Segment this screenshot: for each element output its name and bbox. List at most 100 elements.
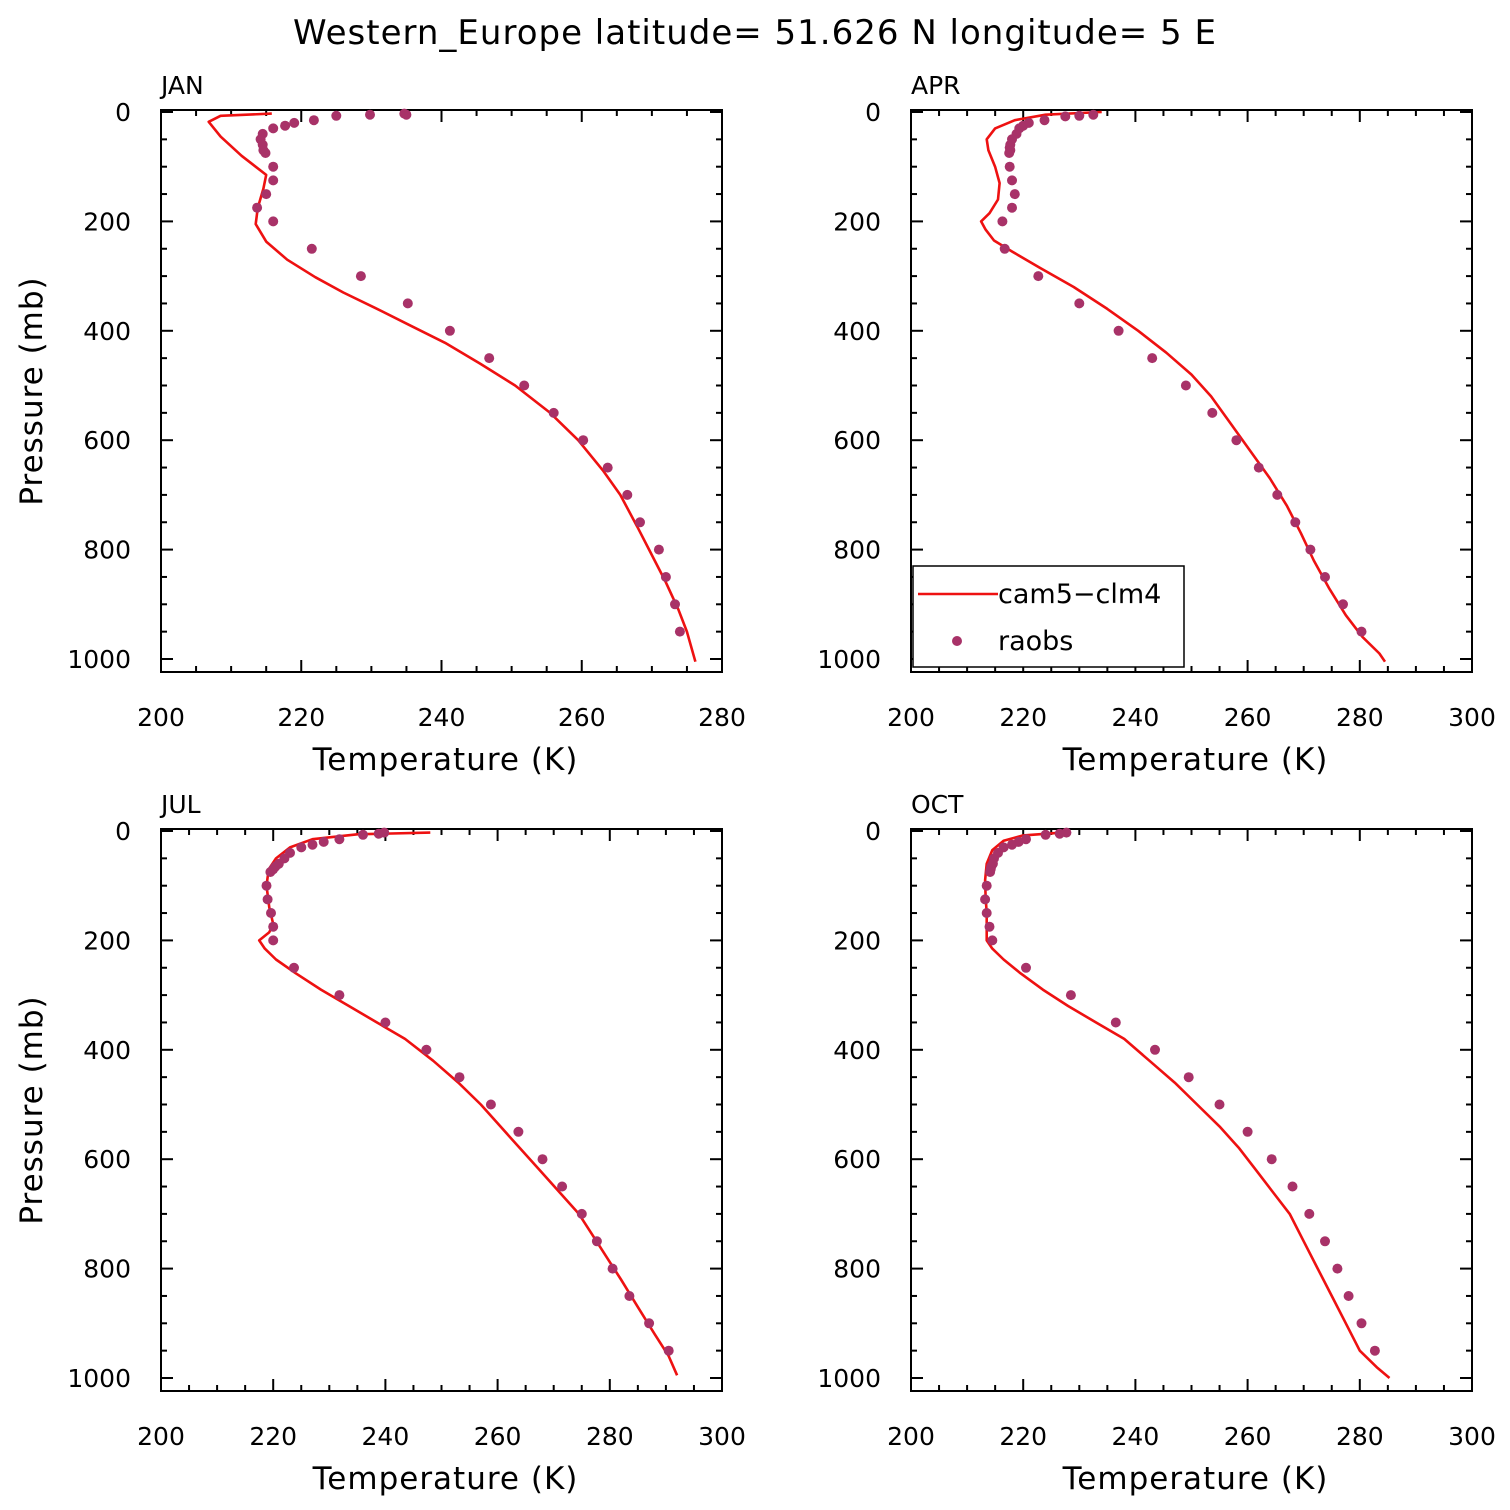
raobs-point [444, 325, 455, 336]
raobs-point [999, 243, 1010, 254]
panel-label: JUL [159, 790, 201, 819]
raobs-point [268, 216, 279, 227]
raobs-point [268, 161, 279, 172]
panels: JAN 200 220 240 260 280 0 200 400 600 800 1000 Tempe… [14, 71, 1496, 1497]
x-tick-label: 280 [1336, 1422, 1384, 1451]
raobs-point [1007, 175, 1017, 186]
raobs-point [1332, 1263, 1343, 1274]
raobs-point [262, 894, 273, 905]
x-tick-label: 220 [999, 703, 1047, 732]
x-axis-label: Temperature (K) [1062, 1461, 1329, 1497]
raobs-point [1320, 1236, 1330, 1247]
x-tick-label: 200 [137, 1422, 185, 1451]
legend-box [912, 565, 1185, 668]
raobs-point [1004, 148, 1015, 158]
figure-title: Western_Europe latitude= 51.626 N longit… [293, 13, 1217, 53]
raobs-point [987, 935, 998, 946]
raobs-point [622, 489, 633, 500]
raobs-point [981, 908, 992, 918]
raobs-point [1060, 111, 1071, 122]
y-axis-label: Pressure (mb) [14, 995, 50, 1224]
raobs-point [1369, 1345, 1380, 1356]
y-tick-label: 200 [833, 926, 881, 955]
raobs-point [537, 1154, 548, 1165]
y-tick-label: 200 [833, 207, 881, 236]
panel-jan: JAN 200 220 240 260 280 0 200 400 600 800 1000 Tempe… [14, 71, 746, 778]
raobs-point [1088, 109, 1099, 120]
x-tick-label: 280 [698, 703, 746, 732]
raobs-point [1040, 829, 1051, 840]
raobs-point [984, 921, 995, 932]
x-tick-label: 240 [362, 1422, 410, 1451]
raobs-point [268, 175, 279, 186]
y-tick-label: 0 [865, 98, 881, 127]
y-tick-label: 600 [83, 426, 131, 455]
raobs-point [1343, 1291, 1354, 1301]
raobs-point [402, 298, 413, 309]
raobs-point [1180, 380, 1191, 391]
y-tick-label: 200 [83, 926, 131, 955]
model-profile-line [257, 831, 679, 1376]
x-tick-label: 300 [1448, 1422, 1496, 1451]
raobs-point [334, 834, 345, 845]
raobs-point [578, 435, 589, 446]
y-tick-label: 1000 [67, 645, 131, 674]
raobs-point [421, 1044, 432, 1055]
raobs-point [674, 626, 685, 637]
x-tick-label: 200 [887, 1422, 935, 1451]
raobs-point [1033, 271, 1044, 282]
raobs-point [306, 243, 317, 254]
raobs-point [308, 115, 319, 126]
raobs-point [252, 202, 263, 213]
raobs-point [318, 836, 329, 847]
raobs-point [1214, 1099, 1225, 1110]
raobs-point [981, 880, 992, 891]
x-tick-label: 300 [698, 1422, 746, 1451]
x-tick-label: 280 [1336, 703, 1384, 732]
model-profile-line [207, 112, 697, 663]
raobs-point [307, 839, 318, 850]
x-tick-label: 220 [277, 703, 325, 732]
y-tick-label: 600 [833, 426, 881, 455]
x-tick-label: 240 [1112, 1422, 1160, 1451]
y-tick-label: 1000 [817, 645, 881, 674]
y-tick-label: 0 [115, 817, 131, 846]
x-tick-label: 200 [137, 703, 185, 732]
raobs-point [660, 572, 671, 582]
raobs-point [1007, 839, 1017, 850]
raobs-point [261, 880, 272, 891]
x-tick-label: 260 [558, 703, 606, 732]
y-tick-label: 1000 [817, 1364, 881, 1393]
raobs-point [1266, 1154, 1277, 1165]
raobs-point [454, 1072, 465, 1083]
raobs-point [355, 271, 366, 282]
x-axis-label: Temperature (K) [312, 742, 579, 778]
raobs-point [1065, 990, 1076, 1001]
raobs-point [624, 1291, 635, 1301]
y-tick-label: 600 [83, 1145, 131, 1174]
raobs-point [266, 908, 276, 918]
raobs-point [268, 935, 279, 946]
panel-label: JAN [159, 71, 204, 100]
y-tick-label: 200 [83, 207, 131, 236]
raobs-point [289, 117, 300, 128]
raobs-point [1231, 435, 1242, 446]
y-tick-label: 1000 [67, 1364, 131, 1393]
raobs-point [1113, 325, 1124, 336]
y-tick-label: 400 [833, 317, 881, 346]
legend: cam5−clm4 raobs [912, 565, 1185, 668]
raobs-point [670, 599, 680, 610]
x-axis-label: Temperature (K) [1062, 742, 1329, 778]
raobs-point [331, 110, 342, 121]
raobs-point [1320, 572, 1330, 582]
raobs-point [1287, 1181, 1298, 1192]
x-tick-label: 260 [474, 1422, 522, 1451]
raobs-point [1183, 1072, 1194, 1083]
raobs-point [365, 109, 375, 120]
raobs-point [373, 828, 384, 839]
raobs-point [1150, 1044, 1160, 1055]
raobs-point [1147, 353, 1158, 364]
raobs-point [265, 867, 276, 877]
x-axis-label: Temperature (K) [312, 1461, 579, 1497]
